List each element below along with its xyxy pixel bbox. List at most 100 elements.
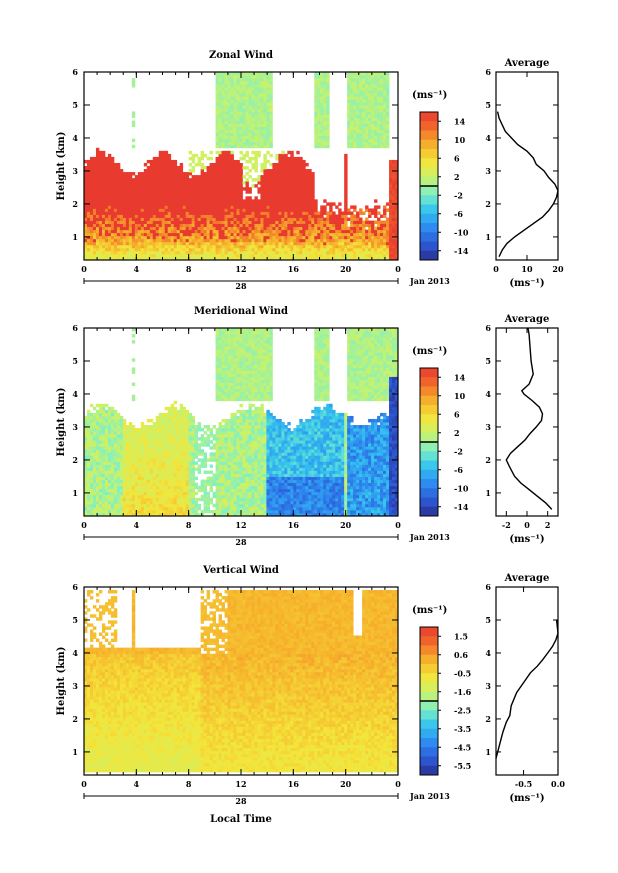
heatmap-cell xyxy=(197,205,202,209)
heatmap-cell xyxy=(194,229,199,234)
heatmap-cell xyxy=(92,229,97,234)
heatmap-cell xyxy=(290,175,294,179)
heatmap-cell xyxy=(380,102,384,106)
heatmap-cell xyxy=(182,220,187,225)
panel-title: Meridional Wind xyxy=(194,306,288,317)
heatmap-cell xyxy=(89,494,94,499)
heatmap-cell xyxy=(245,138,249,143)
heatmap-cell xyxy=(146,485,151,490)
heatmap-cell xyxy=(245,123,249,127)
heatmap-cell xyxy=(131,247,136,252)
heatmap-cell xyxy=(251,111,255,115)
heatmap-cell xyxy=(98,199,103,203)
heatmap-cell xyxy=(212,175,216,179)
heatmap-cell xyxy=(131,202,136,206)
heatmap-cell xyxy=(167,205,172,209)
heatmap-cell xyxy=(293,156,297,161)
heatmap-cell xyxy=(257,211,261,215)
heatmap-cell xyxy=(287,190,291,194)
heatmap-cell xyxy=(305,169,309,173)
heatmap-cell xyxy=(146,446,151,450)
heatmap-cell xyxy=(236,90,240,94)
heatmap-cell xyxy=(134,494,139,499)
heatmap-cell xyxy=(218,96,222,100)
heatmap-cell xyxy=(227,220,231,225)
heatmap-cell xyxy=(86,175,91,179)
heatmap-cell xyxy=(113,479,118,484)
heatmap-cell xyxy=(362,72,366,76)
heatmap-cell xyxy=(104,178,109,182)
heatmap-cell xyxy=(368,99,372,103)
heatmap-cell xyxy=(212,187,216,191)
heatmap-cell xyxy=(107,178,112,182)
heatmap-cell xyxy=(92,235,97,240)
heatmap-cell xyxy=(161,238,166,243)
heatmap-cell xyxy=(395,238,398,243)
heatmap-cell xyxy=(227,232,231,237)
heatmap-cell xyxy=(185,247,190,252)
heatmap-cell xyxy=(293,238,297,243)
heatmap-cell xyxy=(230,229,234,234)
heatmap-cell xyxy=(263,153,267,158)
heatmap-cell xyxy=(329,208,333,212)
heatmap-cell xyxy=(359,256,363,260)
heatmap-cell xyxy=(116,190,121,194)
heatmap-cell xyxy=(137,244,142,249)
heatmap-cell xyxy=(377,111,381,115)
heatmap-cell xyxy=(383,123,387,127)
heatmap-cell xyxy=(128,434,133,438)
heatmap-cell xyxy=(251,102,255,106)
heatmap-cell xyxy=(89,253,94,258)
heatmap-cell xyxy=(200,190,205,194)
heatmap-cell xyxy=(260,166,264,170)
heatmap-cell xyxy=(257,150,261,155)
heatmap-cell xyxy=(182,226,187,231)
heatmap-cell xyxy=(149,211,154,215)
heatmap-cell xyxy=(218,72,222,76)
heatmap-cell xyxy=(224,93,228,97)
heatmap-cell xyxy=(128,500,133,505)
heatmap-cell xyxy=(278,229,282,234)
heatmap-cell xyxy=(140,175,145,179)
heatmap-cell xyxy=(173,196,178,200)
heatmap-cell xyxy=(212,208,216,212)
heatmap-cell xyxy=(230,150,234,155)
heatmap-cell xyxy=(131,512,136,516)
heatmap-cell xyxy=(296,190,300,194)
heatmap-cell xyxy=(167,253,172,258)
heatmap-cell xyxy=(278,226,282,231)
heatmap-cell xyxy=(95,184,100,188)
heatmap-cell xyxy=(173,208,178,212)
heatmap-cell xyxy=(149,241,154,246)
heatmap-cell xyxy=(137,482,142,487)
heatmap-cell xyxy=(194,235,199,240)
heatmap-cell xyxy=(353,75,357,79)
heatmap-cell xyxy=(86,229,91,234)
heatmap-cell xyxy=(191,175,196,179)
heatmap-cell xyxy=(122,428,127,432)
heatmap-cell xyxy=(341,247,345,252)
heatmap-cell xyxy=(344,232,348,237)
heatmap-cell xyxy=(239,196,243,200)
heatmap-cell xyxy=(143,443,148,447)
heatmap-cell xyxy=(353,241,357,246)
heatmap-cell xyxy=(224,156,228,161)
heatmap-cell xyxy=(125,211,130,215)
heatmap-cell xyxy=(308,196,312,200)
heatmap-cell xyxy=(389,229,393,234)
heatmap-cell xyxy=(290,181,294,185)
heatmap-cell xyxy=(371,84,375,88)
heatmap-cell xyxy=(152,512,157,516)
heatmap-cell xyxy=(194,178,199,182)
heatmap-cell xyxy=(134,250,139,255)
heatmap-cell xyxy=(245,220,249,225)
heatmap-cell xyxy=(98,473,103,477)
heatmap-cell xyxy=(137,452,142,456)
heatmap-cell xyxy=(221,253,225,258)
heatmap-cell xyxy=(143,238,148,243)
heatmap-cell xyxy=(272,217,276,221)
heatmap-cell xyxy=(344,244,348,249)
heatmap-cell xyxy=(98,162,103,167)
heatmap-cell xyxy=(224,226,228,231)
heatmap-cell xyxy=(296,150,300,155)
